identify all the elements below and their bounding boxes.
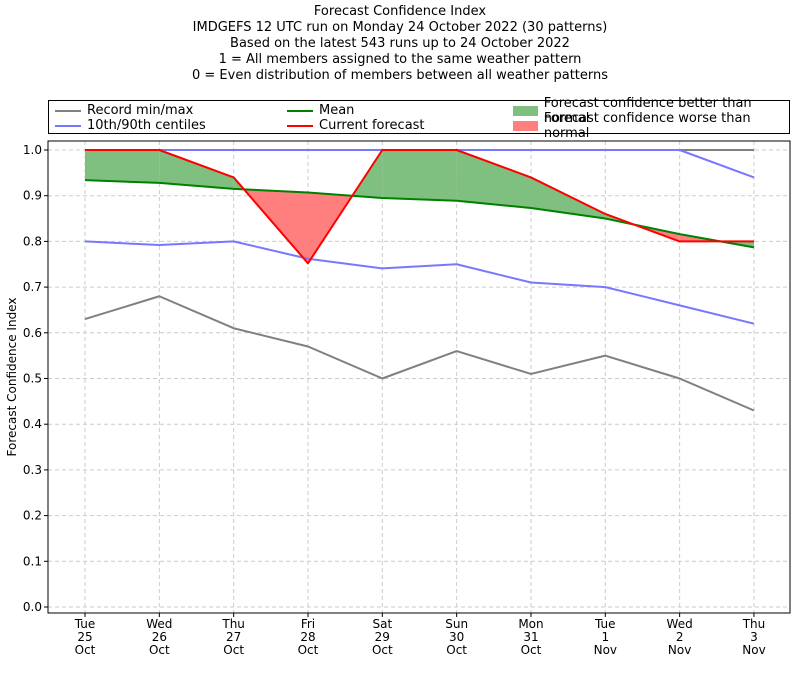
series-lines: [84, 149, 755, 412]
x-tick-label: Tue 25 Oct: [74, 617, 96, 657]
x-tick-label: Thu 27 Oct: [221, 617, 245, 657]
x-tick-label: Fri 28 Oct: [298, 617, 319, 657]
legend-label-centiles: 10th/90th centiles: [87, 118, 206, 133]
legend-swatch-record: [55, 109, 81, 112]
chart-titles: Forecast Confidence Index IMDGEFS 12 UTC…: [0, 4, 800, 84]
y-tick-label: 1.0: [23, 143, 42, 157]
x-axis-ticks: Tue 25 Oct Wed 26 Oct Thu 27 Oct Fri 28 Oct Sat 29 Oct…: [74, 613, 766, 657]
p10-centile-line: [84, 240, 755, 325]
y-tick-label: 0.0: [23, 600, 42, 614]
y-tick-label: 0.1: [23, 554, 42, 568]
chart-legend: Record min/max 10th/90th centiles Mean C…: [48, 96, 790, 141]
chart-subtitle-1: IMDGEFS 12 UTC run on Monday 24 October …: [192, 20, 608, 35]
chart-subtitle-2: Based on the latest 543 runs up to 24 Oc…: [230, 36, 570, 51]
y-tick-label: 0.7: [23, 280, 42, 294]
legend-item-current: Current forecast: [287, 118, 425, 133]
legend-swatch-better: [513, 105, 538, 116]
y-axis-label: Forecast Confidence Index: [5, 298, 19, 457]
y-tick-label: 0.9: [23, 189, 42, 203]
legend-item-better: Forecast confidence better than normal: [513, 96, 789, 126]
better-area: [159, 150, 234, 189]
x-tick-label: Sat 29 Oct: [372, 617, 393, 657]
legend-swatch-mean: [287, 109, 313, 112]
legend-swatch-current: [287, 124, 313, 127]
legend-item-worse: Forecast confidence worse than normal: [513, 111, 789, 141]
x-tick-label: Sun 30 Oct: [445, 617, 468, 657]
legend-swatch-worse: [513, 120, 538, 131]
plot-frame: [47, 140, 791, 614]
legend-label-record: Record min/max: [87, 103, 194, 118]
chart-title: Forecast Confidence Index: [313, 4, 487, 19]
record-min-line: [84, 295, 755, 412]
y-tick-label: 0.5: [23, 372, 42, 386]
legend-item-record: Record min/max: [55, 103, 193, 118]
legend-label-current: Current forecast: [319, 118, 425, 133]
chart-subtitle-4: 0 = Even distribution of members between…: [191, 68, 609, 83]
current-forecast-line: [85, 149, 754, 265]
y-tick-label: 0.4: [23, 417, 42, 431]
y-axis-ticks: 0.0 0.1 0.2 0.3 0.4 0.5 0.6 0.7 0.8 0.9 1.0: [23, 143, 48, 614]
legend-swatch-centiles: [55, 124, 81, 127]
legend-label-better: Forecast confidence better than normal: [543, 95, 752, 126]
x-tick-label: Wed 26 Oct: [146, 617, 172, 657]
x-tick-label: Mon 31 Oct: [518, 617, 543, 657]
grid-lines: [48, 141, 790, 613]
x-tick-label: Tue 1 Nov: [594, 617, 617, 657]
legend-label-mean: Mean: [319, 103, 355, 118]
y-tick-label: 0.6: [23, 326, 42, 340]
mean-line: [84, 179, 755, 249]
legend-label-worse: Forecast confidence worse than normal: [543, 110, 751, 141]
y-tick-label: 0.3: [23, 463, 42, 477]
y-tick-label: 0.8: [23, 234, 42, 248]
x-tick-label: Thu 3 Nov: [742, 617, 766, 657]
confidence-fill-areas: [85, 150, 754, 264]
better-area: [456, 150, 531, 209]
better-area: [530, 177, 606, 219]
legend-item-mean: Mean: [287, 103, 354, 118]
better-area: [382, 150, 457, 201]
y-tick-label: 0.2: [23, 509, 42, 523]
better-area: [85, 150, 160, 183]
chart-subtitle-3: 1 = All members assigned to the same wea…: [218, 52, 582, 67]
x-tick-label: Wed 2 Nov: [667, 617, 693, 657]
legend-item-centiles: 10th/90th centiles: [55, 118, 206, 133]
